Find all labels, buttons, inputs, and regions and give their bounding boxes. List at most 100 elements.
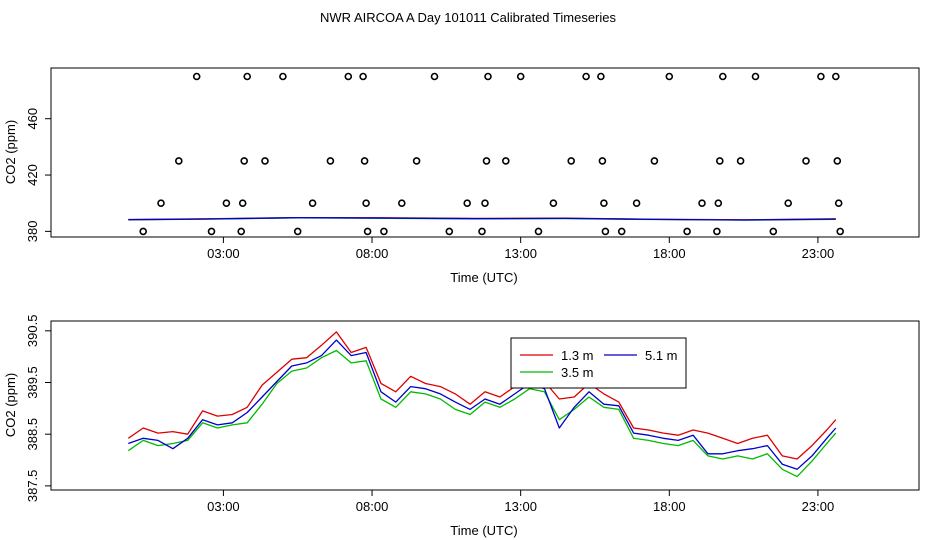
calibration-point <box>665 72 674 81</box>
legend-label-5-1m: 5.1 m <box>645 348 678 363</box>
calibration-point <box>175 157 183 165</box>
calibration-point <box>279 72 287 81</box>
calibration-point <box>597 72 605 81</box>
x-axis-label: Time (UTC) <box>450 523 517 538</box>
x-tick-label: 13:00 <box>504 499 537 514</box>
plot-frame <box>50 320 920 491</box>
series-group <box>127 331 837 478</box>
calibration-point <box>482 157 491 165</box>
calibration-point <box>718 72 727 81</box>
calibration-point <box>817 72 825 81</box>
calibration-point <box>192 72 201 81</box>
calibration-point <box>534 227 543 236</box>
calibration-point <box>157 199 165 207</box>
calibration-point <box>139 227 147 236</box>
calibration-point <box>617 227 626 236</box>
x-tick-label: 03:00 <box>207 246 240 261</box>
x-tick-label: 23:00 <box>802 246 835 261</box>
calibration-point <box>430 72 439 81</box>
calibration-point <box>784 199 793 207</box>
calibration-point <box>445 227 454 236</box>
panel-calibration: 03:00 08:00 13:00 18:00 23:00 380 420 460 Time… <box>3 67 920 285</box>
series-group <box>128 216 836 221</box>
x-axis: 03:00 08:00 13:00 18:00 23:00 <box>207 237 834 261</box>
calibration-point <box>412 157 421 165</box>
calibration-point <box>736 157 745 165</box>
series-line-3-5-m <box>127 349 837 478</box>
figure-title: NWR AIRCOA A Day 101011 Calibrated Times… <box>320 10 616 25</box>
calibration-point <box>397 199 406 207</box>
y-axis-label: CO2 (ppm) <box>3 373 18 437</box>
y-axis-label: CO2 (ppm) <box>3 120 18 184</box>
calibration-point <box>222 199 231 207</box>
calibration-point <box>683 227 691 236</box>
calibration-point <box>207 227 216 236</box>
panel-timeseries: 03:00 08:00 13:00 18:00 23:00 387.5 388.5 389.… <box>3 315 920 538</box>
calibration-point <box>326 157 335 165</box>
calibration-point <box>567 157 576 165</box>
calibration-point <box>769 227 778 236</box>
calibration-point <box>484 72 492 81</box>
x-tick-label: 18:00 <box>653 499 686 514</box>
calibration-point <box>600 199 608 207</box>
y-tick-label: 389.5 <box>25 366 40 399</box>
legend-label-1-3m: 1.3 m <box>561 348 594 363</box>
x-tick-label: 23:00 <box>802 499 835 514</box>
y-tick-label: 420 <box>25 164 40 186</box>
calibration-point <box>293 227 302 236</box>
y-axis: 387.5 388.5 389.5 390.5 <box>25 315 51 503</box>
calibration-point <box>237 227 245 236</box>
calibration-point <box>344 72 353 81</box>
calibration-point <box>831 72 840 81</box>
x-tick-label: 08:00 <box>356 246 389 261</box>
calibration-point <box>240 157 248 165</box>
x-tick-label: 18:00 <box>653 246 686 261</box>
series-line-5-1-m <box>128 339 837 470</box>
calibration-point <box>261 157 269 165</box>
calibration-point <box>380 227 388 236</box>
calibration-point <box>698 199 706 207</box>
calibration-point <box>478 227 486 236</box>
calibration-point <box>463 199 472 207</box>
calibration-point <box>308 199 317 207</box>
legend: 1.3 m 5.1 m 3.5 m <box>510 337 687 389</box>
x-tick-label: 03:00 <box>207 499 240 514</box>
calibration-point <box>601 227 610 236</box>
series-line-5-1-m <box>128 217 836 221</box>
y-axis: 380 420 460 <box>25 108 51 242</box>
calibration-point <box>834 199 843 207</box>
calibration-point <box>650 157 659 165</box>
plot-frame <box>50 67 920 238</box>
calibration-point <box>714 199 723 207</box>
calibration-point <box>481 199 489 207</box>
y-tick-label: 460 <box>25 108 40 130</box>
series-line-1-3-m <box>127 331 837 460</box>
legend-box <box>510 337 687 389</box>
calibration-point <box>582 72 590 81</box>
calibration-point <box>833 157 842 165</box>
calibration-point <box>362 199 370 207</box>
calibration-point <box>360 157 369 165</box>
calibration-point <box>802 157 810 165</box>
calibration-point <box>516 72 525 81</box>
x-tick-label: 13:00 <box>504 246 537 261</box>
y-tick-label: 390.5 <box>25 315 40 348</box>
calibration-point <box>549 199 558 207</box>
y-tick-label: 387.5 <box>25 470 40 503</box>
calibration-point <box>243 72 251 81</box>
calibration-point <box>751 72 760 81</box>
calibration-point <box>359 72 367 81</box>
calibration-point <box>363 227 372 236</box>
calibration-point <box>598 157 607 165</box>
calibration-point <box>715 157 724 165</box>
calibration-point <box>238 199 247 207</box>
calibration-point <box>836 227 845 236</box>
legend-label-3-5m: 3.5 m <box>561 365 594 380</box>
calibration-points <box>139 72 845 236</box>
x-axis-label: Time (UTC) <box>450 270 517 285</box>
x-axis: 03:00 08:00 13:00 18:00 23:00 <box>207 490 834 514</box>
x-tick-label: 08:00 <box>356 499 389 514</box>
calibration-point <box>501 157 510 165</box>
y-tick-label: 380 <box>25 221 40 243</box>
